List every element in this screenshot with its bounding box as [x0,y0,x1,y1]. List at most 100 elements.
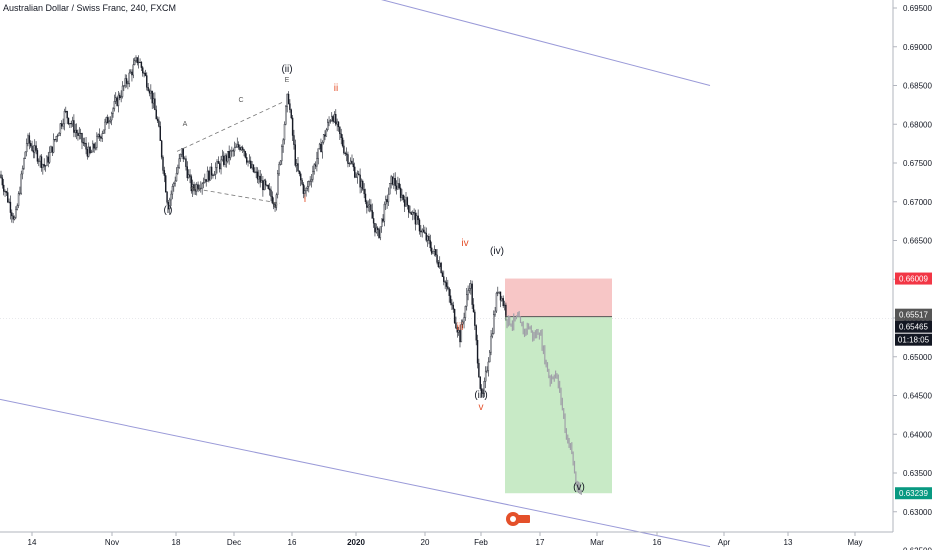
candle-body [479,376,481,389]
candle-body [196,184,198,192]
wave-label-abcde: B [192,186,197,193]
candle-body [418,219,421,232]
candle-body [112,108,114,114]
candle-body [213,174,216,176]
candle-body [74,129,76,133]
candle-body [416,215,418,225]
candle-body [308,181,310,187]
candle-body [38,160,40,162]
stop-loss-zone [505,278,612,317]
time-tick-label: 17 [536,538,545,547]
triangle-upper-line [176,102,283,152]
candle-body [71,120,74,125]
candle-body [39,156,41,162]
candle-body [15,209,17,218]
candle-body [363,189,365,195]
candle-body [368,204,371,207]
candle-body [328,120,330,123]
candle-body [58,133,60,136]
candle-body [483,381,485,394]
wave-label-major: (i) [164,205,173,216]
candle-body [88,146,90,157]
candle-body [240,147,243,151]
candle-body [370,204,372,211]
candle-body [495,292,498,312]
channel-upper-line [380,0,711,86]
price-tick-label: 0.66500 [903,237,932,246]
candle-body [36,150,39,162]
candle-body [101,133,103,139]
candle-body [31,145,33,151]
candle-body [160,140,163,158]
candle-body [220,159,222,170]
current-price-badge-bg [895,320,932,333]
price-tick-label: 0.63500 [903,469,932,478]
candle-body [414,212,417,225]
candle-body [34,145,36,153]
candle-body [185,158,187,167]
stop-price-badge-bg [895,272,932,285]
candle-body [113,101,116,110]
candle-body [73,120,75,133]
candle-body [263,180,265,191]
candle-body [429,240,431,249]
candle-body [104,121,106,131]
candle-body [383,203,386,222]
candle-body [214,167,217,175]
candle-body [125,78,128,84]
candle-body [150,90,152,94]
candle-body [144,73,147,76]
candle-body [277,173,279,195]
candle-body [268,188,271,191]
candle-body [502,298,504,307]
watermark-logo [506,512,530,526]
candle-body [468,288,471,291]
candle-body [293,135,295,145]
time-tick-label: Apr [718,538,731,547]
candle-body [489,351,491,363]
candle-body [501,298,503,301]
candle-body [251,164,253,169]
wave-label-minor: iv [461,238,468,249]
candle-body [262,180,264,191]
candle-body [491,333,494,337]
candle-body [174,180,176,184]
candle-body [256,171,259,180]
candle-body [65,110,67,112]
candle-body [48,152,51,163]
candle-body [406,197,409,206]
candle-body [304,190,306,194]
candle-body [135,57,137,61]
channel-lower-line [0,398,711,548]
wave-label-major: (iv) [490,246,504,257]
candle-body [281,146,283,162]
candle-body [83,142,86,144]
candle-body [440,262,442,273]
candle-body [189,174,191,177]
candle-body [381,218,383,227]
candle-body [371,210,373,219]
candle-body [8,201,10,203]
candle-body [239,146,241,151]
take-profit-zone [505,316,612,494]
candle-body [275,194,278,208]
candle-body [417,215,419,221]
price-tick-label: 0.63000 [903,508,932,517]
wave-label-abcde: E [285,77,290,84]
candle-body [177,167,179,174]
candle-body [425,232,427,241]
candle-body [439,262,441,268]
candle-body [35,145,37,151]
candle-body [376,227,379,230]
candle-body [232,150,234,152]
candle-body [209,166,211,181]
candle-body [405,197,407,207]
time-tick-label: 2020 [347,538,365,547]
countdown-badge-bg [895,333,932,346]
candle-body [169,199,171,210]
candle-body [102,129,105,134]
wave-label-abcde: D [272,202,277,209]
candle-body [349,160,352,164]
